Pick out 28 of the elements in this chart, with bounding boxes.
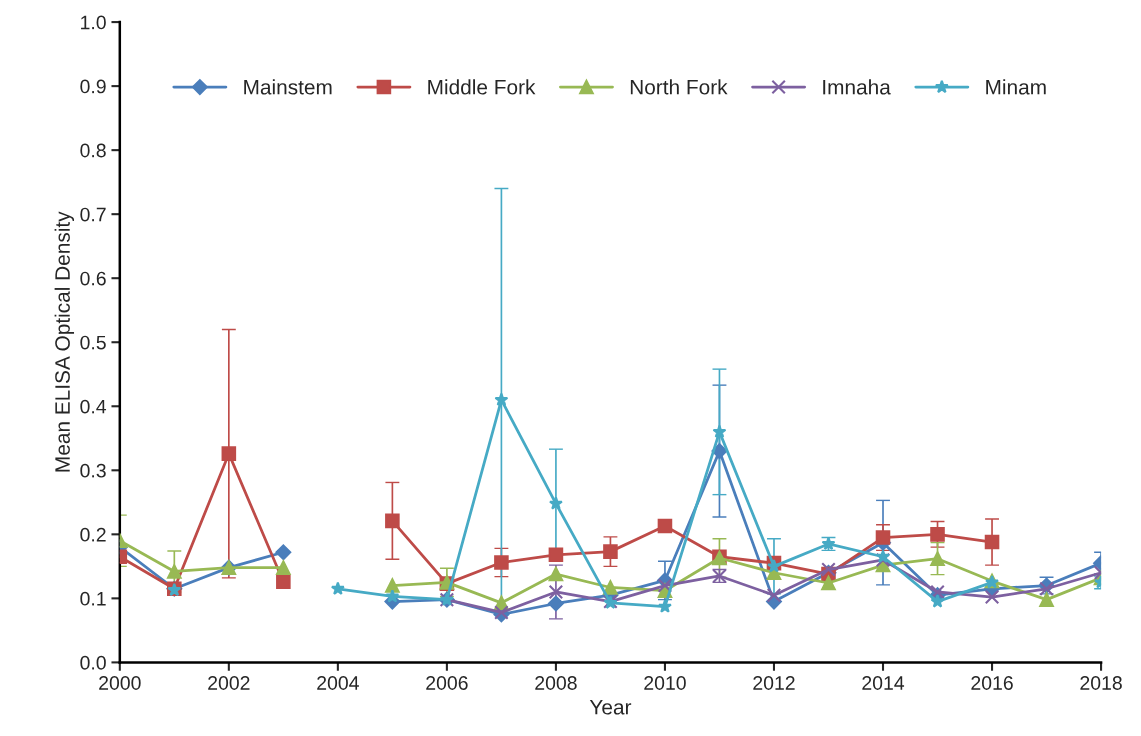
y-tick-label: 0.5: [80, 335, 106, 350]
legend-label: Imnaha: [823, 79, 891, 95]
y-tick-label: 1.0: [81, 15, 106, 30]
y-tick-label: 0.4: [80, 399, 107, 414]
y-tick-label: 0.8: [80, 143, 106, 158]
y-tick-label: 0.2: [80, 527, 106, 542]
x-tick-label: 2008: [535, 676, 577, 690]
x-tick-label: 2016: [971, 676, 1013, 690]
y-tick-label: 0.1: [80, 591, 106, 606]
y-tick-label: 0.0: [80, 655, 106, 670]
legend-label: Minam: [986, 79, 1046, 95]
x-tick-label: 2000: [99, 676, 141, 690]
x-tick-label: 2012: [753, 676, 795, 690]
x-tick-label: 2018: [1080, 676, 1122, 690]
legend-label: Middle Fork: [428, 79, 536, 95]
y-tick-label: 0.7: [80, 207, 106, 222]
y-tick-label: 0.9: [80, 79, 106, 94]
y-axis-title: Mean ELISA Optical Density: [54, 211, 75, 472]
x-tick-label: 2004: [317, 676, 359, 690]
x-tick-label: 2014: [862, 676, 905, 690]
x-tick-label: 2010: [644, 676, 686, 690]
legend-label: Mainstem: [244, 79, 332, 95]
x-tick-label: 2006: [426, 676, 468, 690]
x-tick-label: 2002: [208, 676, 250, 690]
y-tick-label: 0.3: [80, 463, 106, 478]
x-axis-title: Year: [589, 700, 632, 715]
y-tick-label: 0.6: [80, 271, 106, 286]
legend-label: North Fork: [630, 79, 728, 95]
